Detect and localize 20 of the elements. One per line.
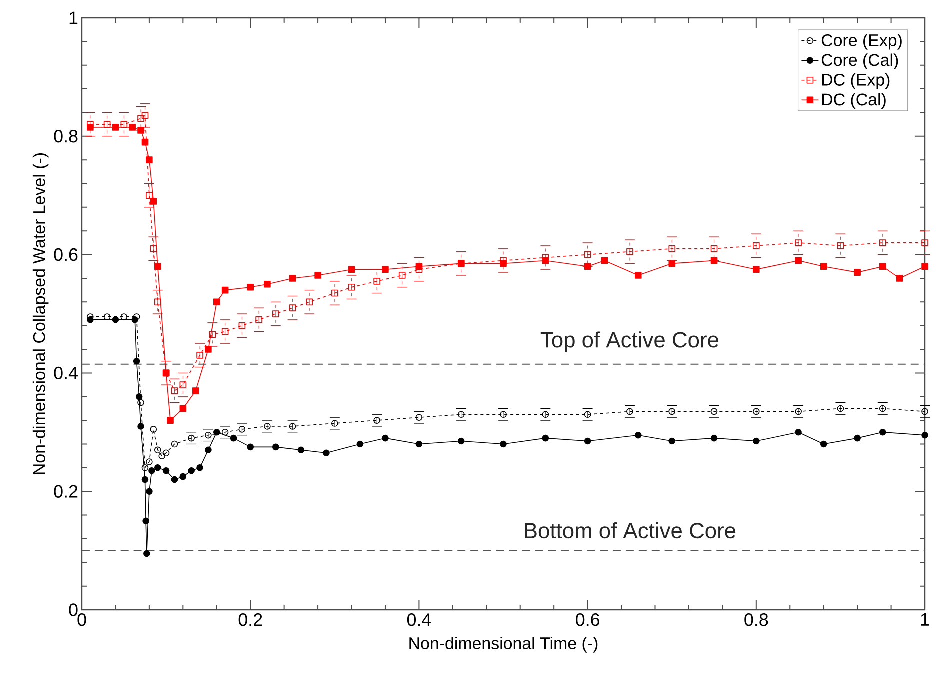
y-tick-label: 0.2 (54, 485, 78, 498)
legend-label: Core (Cal) (822, 54, 898, 70)
x-tick-label: 0.2 (238, 614, 262, 626)
y-tick-label: 1 (70, 12, 78, 24)
x-tick-label: 0.4 (407, 614, 432, 626)
x-tick-label: 0.8 (744, 614, 768, 626)
x-tick-label: 0 (78, 614, 86, 626)
x-tick-label: 1 (921, 614, 930, 626)
y-tick-label: 0 (69, 604, 78, 616)
y-tick-label: 0.6 (54, 248, 78, 262)
y-tick-label: 0.8 (54, 130, 78, 143)
x-axis-title: Non-dimensional Time (-) (410, 637, 598, 653)
legend-label: Core (Exp) (822, 34, 902, 50)
y-axis-title: Non-dimensional Collapsed Water Level (-) (32, 154, 49, 474)
ref-line-label: Top of Active Core (540, 332, 718, 352)
legend-label: DC (Cal) (822, 93, 886, 110)
y-tick-label: 0.4 (54, 366, 78, 380)
x-tick-label: 0.6 (576, 614, 600, 626)
legend-label: DC (Exp) (822, 74, 890, 90)
ref-line-label: Bottom of Active Core (525, 522, 736, 539)
